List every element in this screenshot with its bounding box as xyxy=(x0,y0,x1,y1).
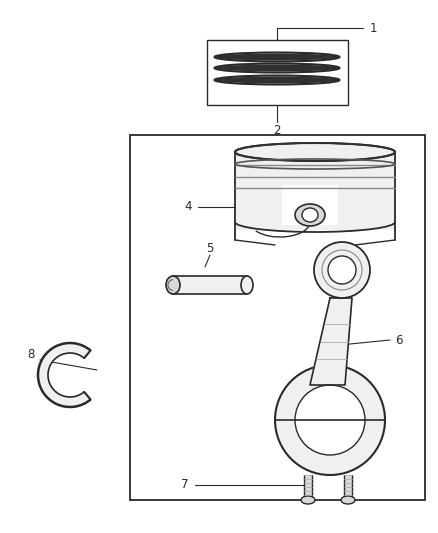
Ellipse shape xyxy=(341,496,355,504)
Text: 5: 5 xyxy=(206,241,214,254)
Text: 1: 1 xyxy=(370,21,378,35)
Ellipse shape xyxy=(241,276,253,294)
Text: 8: 8 xyxy=(28,349,35,361)
Bar xyxy=(282,185,338,225)
Ellipse shape xyxy=(235,143,395,161)
Bar xyxy=(173,276,248,294)
Circle shape xyxy=(295,385,365,455)
Circle shape xyxy=(275,365,385,475)
Bar xyxy=(344,475,352,500)
Text: 4: 4 xyxy=(184,200,192,214)
Ellipse shape xyxy=(302,208,318,222)
Ellipse shape xyxy=(295,204,325,226)
Ellipse shape xyxy=(166,276,180,294)
Text: 7: 7 xyxy=(181,479,189,491)
Ellipse shape xyxy=(215,64,339,71)
Ellipse shape xyxy=(215,77,339,84)
Bar xyxy=(235,152,395,230)
Bar xyxy=(130,135,425,500)
Circle shape xyxy=(328,256,356,284)
Circle shape xyxy=(314,242,370,298)
Ellipse shape xyxy=(301,496,315,504)
Text: 6: 6 xyxy=(395,334,403,346)
Polygon shape xyxy=(310,298,352,385)
Polygon shape xyxy=(38,343,91,407)
Bar xyxy=(207,40,348,105)
Text: 2: 2 xyxy=(273,124,281,136)
Bar xyxy=(304,475,312,500)
Ellipse shape xyxy=(215,53,339,61)
